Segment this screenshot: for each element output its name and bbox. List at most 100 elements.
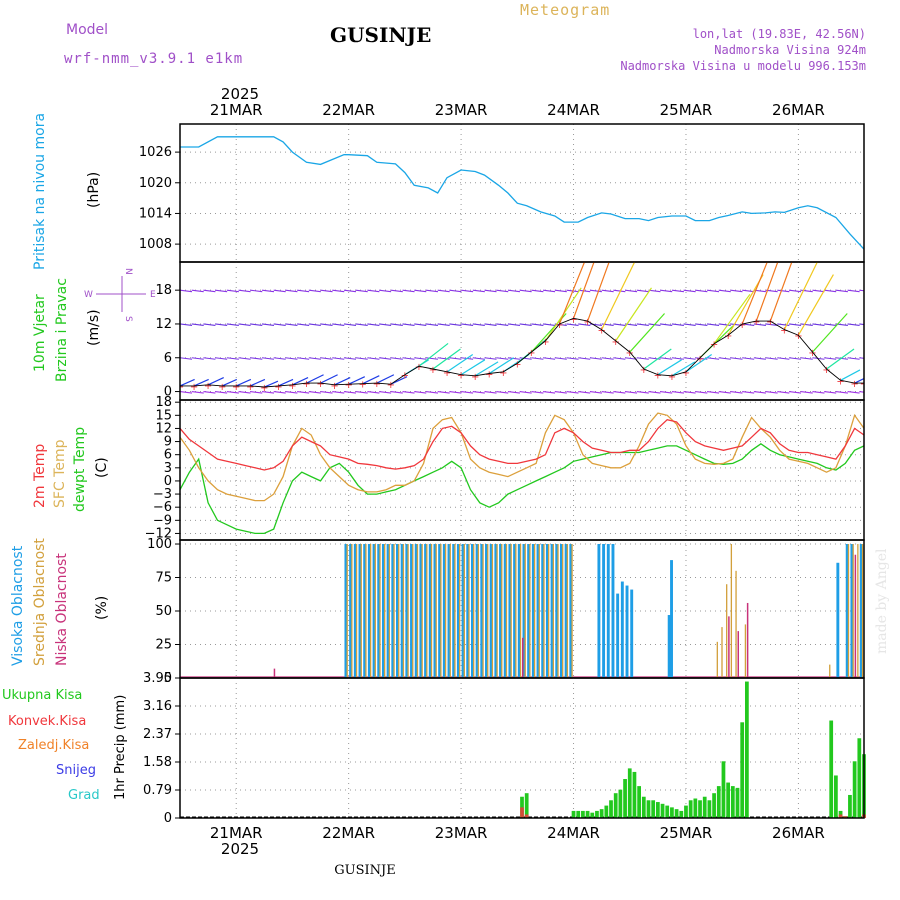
cloud-mid-bar: [482, 544, 484, 678]
wind-ref-arrow: [226, 323, 239, 327]
precip-total-bar: [698, 800, 702, 818]
wind-ref-arrow: [215, 289, 228, 293]
cloud-mid-bar: [407, 544, 409, 678]
temp-ytick-label: 6: [164, 448, 172, 463]
wind-ref-arrow: [601, 357, 614, 360]
cloud-mid-bar: [365, 544, 367, 678]
cloud-mid-bar: [458, 544, 461, 678]
wind-ref-arrow: [718, 323, 731, 327]
wind-arrow: [685, 354, 713, 373]
precip-total-bar: [745, 681, 749, 818]
wind-ref-arrow: [554, 289, 567, 293]
wind-speed-marker: +: [794, 331, 802, 342]
wind-ref-arrow: [636, 289, 649, 293]
cloud-high-bar: [494, 544, 498, 678]
wind-unit: (m/s): [86, 309, 102, 346]
wind-ref-arrow: [601, 289, 614, 293]
compass-e-label: E: [150, 290, 156, 300]
wind-ref-arrow: [613, 391, 626, 394]
wind-ref-arrow: [402, 357, 415, 360]
wind-ref-arrow: [660, 289, 673, 293]
precip-total-bar: [623, 779, 627, 818]
wind-ref-arrow: [507, 289, 521, 293]
precip-total-bar: [590, 812, 595, 818]
precip-conv-bar: [524, 814, 529, 818]
cloud-mid-bar: [501, 544, 503, 678]
wind-ref-arrow: [320, 391, 333, 394]
wind-ref-arrow: [730, 357, 743, 360]
precip-total-bar: [730, 786, 735, 818]
wind-arrow: [390, 376, 408, 385]
precip-total-bar: [670, 807, 674, 818]
wind-ref-arrow: [777, 391, 790, 394]
wind-speed-marker: +: [415, 362, 423, 373]
precip-total-bar: [702, 796, 707, 818]
wind-ref-arrow: [308, 357, 321, 360]
temp-ytick-label: −6: [153, 500, 172, 515]
wind-ref-arrow: [379, 391, 392, 394]
wind-ref-arrow: [390, 391, 403, 394]
cloud-high-bar: [602, 544, 606, 678]
wind-ref-arrow: [824, 289, 837, 293]
wind-ref-arrow: [285, 391, 298, 394]
wind-ref-arrow: [578, 289, 591, 293]
wind-ref-arrow: [695, 289, 708, 293]
cloud-mid-bar: [847, 544, 850, 678]
wind-ref-arrow: [859, 357, 864, 359]
wind-speed-marker: +: [499, 368, 507, 379]
wind-ref-arrow: [226, 391, 239, 394]
wind-arrow: [278, 378, 294, 387]
precip-ytick-label: 1.58: [143, 755, 172, 770]
wind-ref-arrow: [379, 323, 392, 327]
pressure-ytick-label: 1014: [139, 206, 172, 221]
wind-ref-arrow: [589, 391, 602, 394]
wind-ref-arrow: [273, 289, 286, 293]
cloud-mid-bar: [477, 544, 480, 678]
cloud-mid-bar: [744, 624, 747, 678]
wind-ref-arrow: [601, 391, 614, 394]
wind-ref-arrow: [355, 391, 368, 394]
wind-ref-arrow: [402, 289, 415, 293]
cloud-mid-bar: [496, 544, 498, 678]
wind-arrow: [643, 348, 672, 370]
cloud-high-bar: [349, 544, 353, 678]
cloud-high-bar: [391, 544, 395, 678]
cloud-mid-bar: [388, 544, 391, 678]
wind-ref-arrow: [496, 289, 509, 293]
precip-ytick-label: 0: [164, 811, 172, 826]
cloud-mid-bar: [374, 544, 376, 678]
wind-ref-arrow: [531, 323, 544, 327]
wind-arrow: [474, 361, 499, 377]
temp-ytick-label: 12: [155, 421, 172, 436]
wind-speed-marker: +: [373, 379, 381, 390]
wind-ref-arrow: [367, 357, 380, 360]
cloud-high-bar: [475, 544, 479, 678]
precip-ytick-label: 2.37: [143, 727, 172, 742]
cloud-mid-bar: [829, 664, 831, 678]
precip-total-bar: [646, 800, 651, 818]
wind-ref-arrow: [472, 323, 485, 327]
wind-ref-arrow: [765, 323, 778, 327]
precip-ytick-label: 3.16: [143, 699, 172, 714]
wind-speed-marker: +: [232, 382, 240, 393]
wind-ylabel-2: Brzina i Pravac: [54, 278, 70, 382]
wind-ref-arrow: [812, 289, 825, 293]
precip-total-bar: [609, 800, 613, 818]
wind-ref-arrow: [320, 289, 333, 293]
cloud-high-bar: [363, 544, 367, 678]
wind-ref-arrow: [414, 289, 427, 293]
cloud-high-bar: [353, 544, 357, 678]
wind-ref-arrow: [824, 391, 837, 394]
precip-total-bar: [524, 793, 529, 818]
wind-ref-arrow: [636, 391, 649, 394]
cloud-mid-bar: [416, 544, 419, 678]
precip-total-bar: [655, 802, 660, 818]
wind-ytick-label: 18: [155, 283, 172, 298]
wind-ref-arrow: [379, 289, 392, 293]
wind-ref-arrow: [824, 357, 837, 360]
wind-speed-marker: +: [527, 348, 535, 359]
footer-station: GUSINJE: [334, 863, 395, 878]
wind-vectors: + + + + + + + + + + + + + + + + + + + + + + + + + + + + + + + + + + + + + + + +…: [180, 262, 864, 394]
wind-ref-arrow: [425, 289, 439, 293]
cloud-mid-bar: [510, 544, 512, 678]
